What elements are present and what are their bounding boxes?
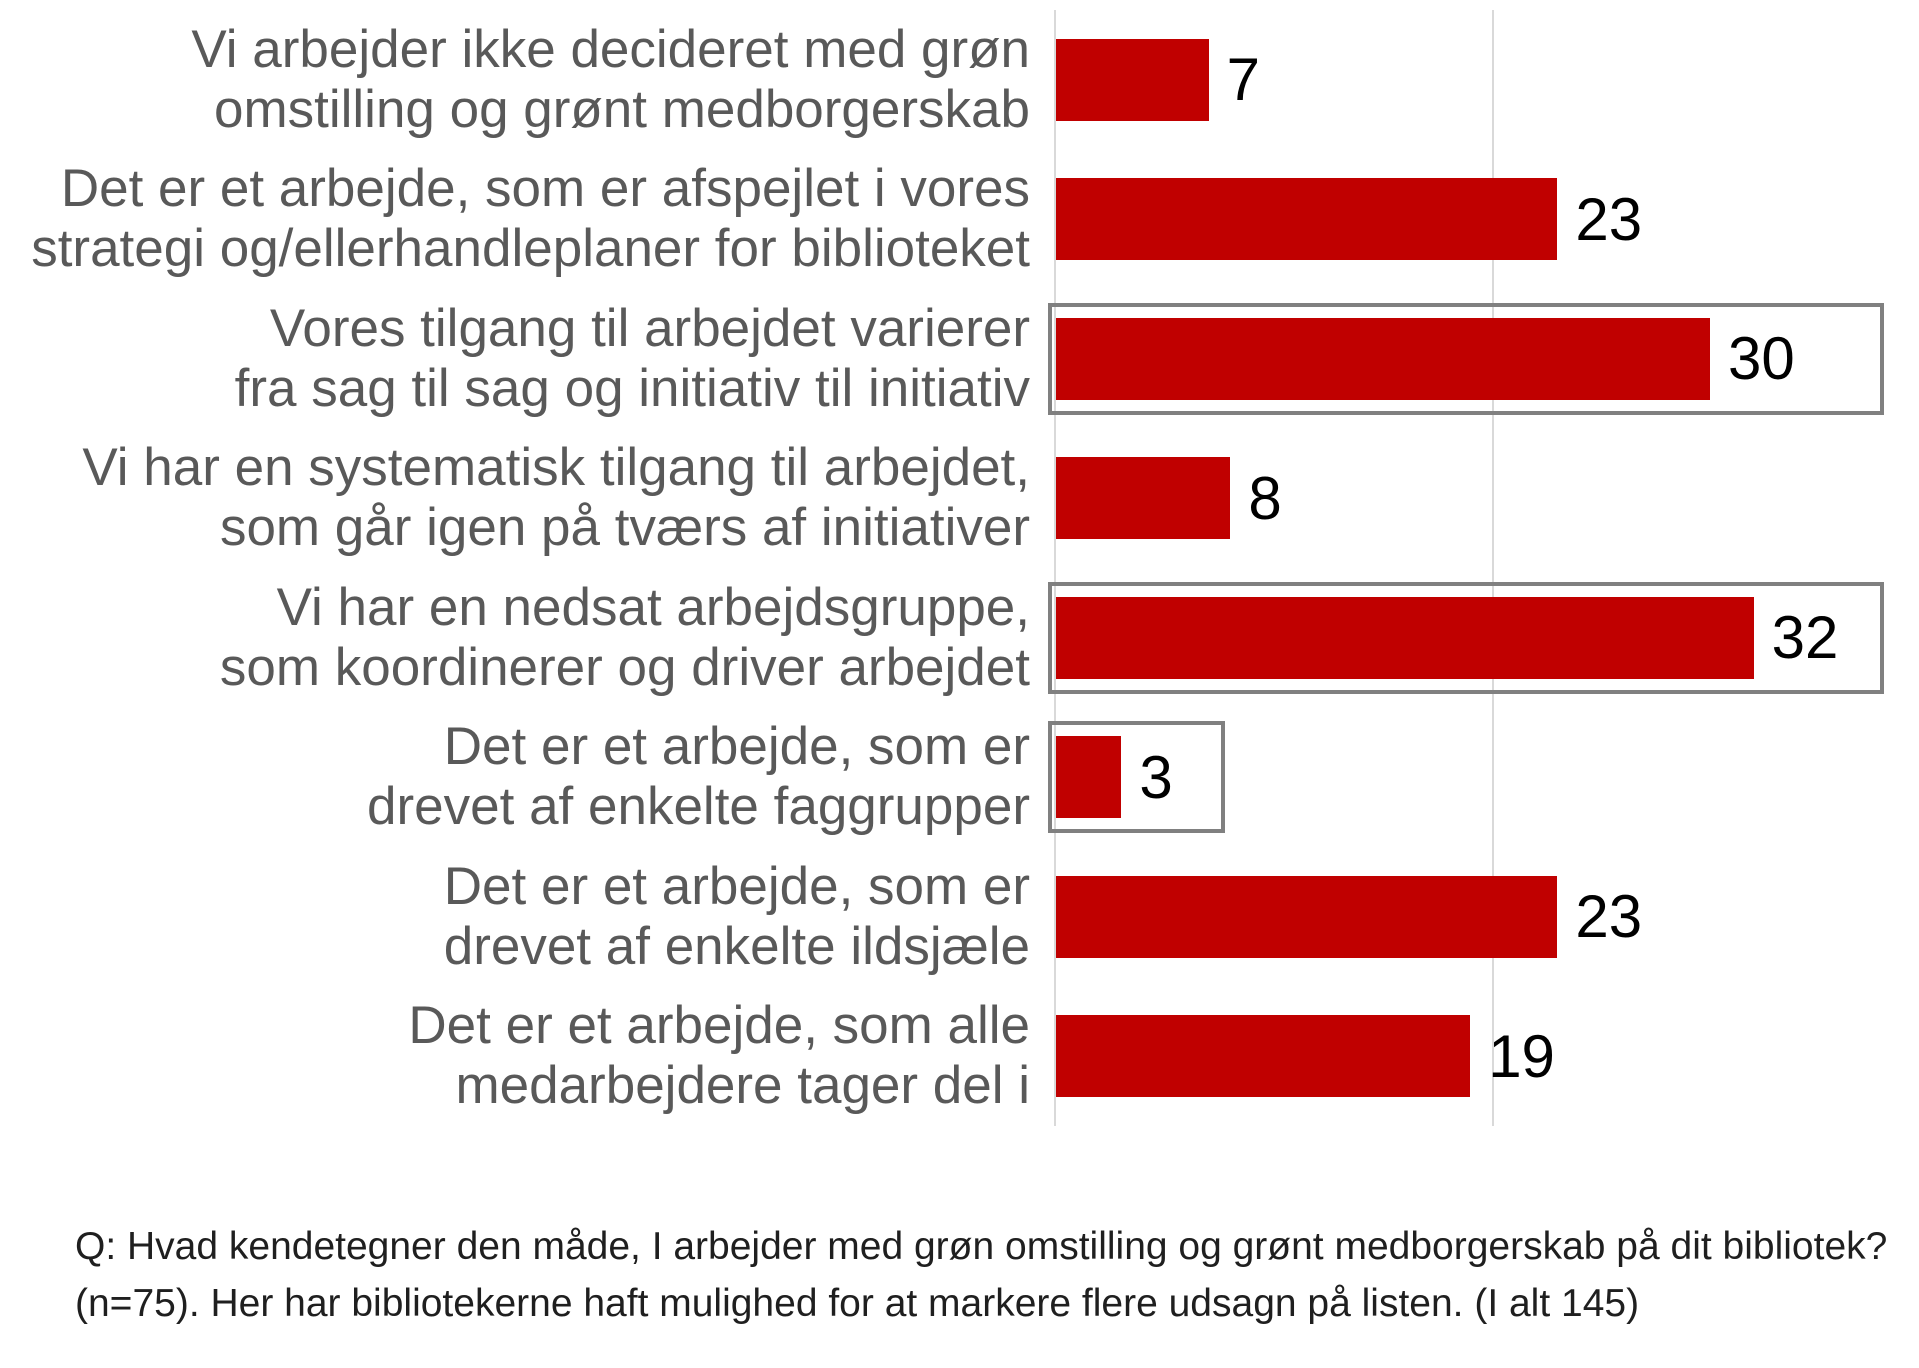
value-label: 32 xyxy=(1771,604,1839,672)
category-label-line: omstilling og grønt medborgerskab xyxy=(214,79,1030,139)
category-label: Det er et arbejde, som er drevet af enkel… xyxy=(0,857,1056,977)
category-label: Vi har en nedsat arbejdsgruppe, som koord… xyxy=(0,578,1056,698)
plot-cell: 8 xyxy=(1056,429,1919,569)
highlight-box xyxy=(1048,721,1225,833)
plot-cell: 23 xyxy=(1056,847,1919,987)
value-label: 7 xyxy=(1226,46,1260,114)
bar xyxy=(1056,596,1754,679)
category-label-line: Vores tilgang til arbejdet varierer xyxy=(269,298,1030,358)
bar xyxy=(1056,317,1710,400)
value-label: 30 xyxy=(1728,325,1795,393)
chart-row: Det er et arbejde, som er afspejlet i vo… xyxy=(0,150,1919,290)
bar-chart-figure: Vi arbejder ikke decideret med grøn omsti… xyxy=(0,10,1919,1368)
plot-cell: 23 xyxy=(1056,150,1919,290)
bar xyxy=(1056,1015,1471,1098)
bar xyxy=(1056,736,1122,819)
category-label-line: Det er et arbejde, som er xyxy=(443,717,1030,777)
category-label-line: Det er et arbejde, som er afspejlet i vo… xyxy=(60,159,1030,219)
category-label-line: drevet af enkelte ildsjæle xyxy=(443,916,1030,976)
category-label-line: Det er et arbejde, som alle xyxy=(408,996,1030,1056)
highlight-box xyxy=(1048,581,1885,694)
category-label: Vores tilgang til arbejdet varierer fra s… xyxy=(0,299,1056,419)
category-label-line: medarbejdere tager del i xyxy=(455,1056,1030,1116)
category-label: Vi arbejder ikke decideret med grøn omsti… xyxy=(0,20,1056,140)
category-label: Det er et arbejde, som er drevet af enkel… xyxy=(0,717,1056,837)
chart-row: Vi har en nedsat arbejdsgruppe, som koord… xyxy=(0,568,1919,708)
category-label-line: Det er et arbejde, som er xyxy=(443,856,1030,916)
plot-cell: 7 xyxy=(1056,10,1919,150)
value-label: 8 xyxy=(1248,464,1282,532)
axis-line xyxy=(1054,10,1056,1126)
plot-cell: 30 xyxy=(1056,289,1919,429)
footnote-line-1: Q: Hvad kendetegner den måde, I arbejder… xyxy=(75,1225,1888,1268)
bar xyxy=(1056,457,1231,540)
bar xyxy=(1056,38,1209,121)
category-label-line: fra sag til sag og initiativ til initiat… xyxy=(234,358,1030,418)
chart-plot-area: Vi arbejder ikke decideret med grøn omsti… xyxy=(0,10,1919,1126)
category-label-line: Vi har en nedsat arbejdsgruppe, xyxy=(276,577,1030,637)
footnote-line-2: (n=75). Her har bibliotekerne haft mulig… xyxy=(75,1282,1640,1325)
category-label-line: strategi og/ellerhandleplaner for biblio… xyxy=(31,219,1030,279)
category-label-line: som går igen på tværs af initiativer xyxy=(219,498,1030,558)
chart-row: Vores tilgang til arbejdet varierer fra s… xyxy=(0,289,1919,429)
plot-cell: 32 xyxy=(1056,568,1919,708)
plot-cell: 3 xyxy=(1056,708,1919,848)
plot-cell: 19 xyxy=(1056,987,1919,1127)
chart-row: Vi arbejder ikke decideret med grøn omsti… xyxy=(0,10,1919,150)
bar xyxy=(1056,875,1558,958)
chart-row: Vi har en systematisk tilgang til arbejd… xyxy=(0,429,1919,569)
category-label: Det er et arbejde, som alle medarbejdere … xyxy=(0,996,1056,1116)
highlight-box xyxy=(1048,302,1885,415)
footnote: Q: Hvad kendetegner den måde, I arbejder… xyxy=(75,1218,1919,1332)
chart-row: Det er et arbejde, som er drevet af enkel… xyxy=(0,847,1919,987)
gridline xyxy=(1492,10,1494,1126)
value-label: 3 xyxy=(1139,743,1173,811)
value-label: 23 xyxy=(1575,185,1643,253)
value-label: 23 xyxy=(1575,883,1643,951)
category-label-line: drevet af enkelte faggrupper xyxy=(367,777,1030,837)
category-label-line: som koordinerer og driver arbejdet xyxy=(219,637,1030,697)
category-label-line: Vi arbejder ikke decideret med grøn xyxy=(191,19,1030,79)
chart-row: Det er et arbejde, som er drevet af enkel… xyxy=(0,708,1919,848)
category-label-line: Vi har en systematisk tilgang til arbejd… xyxy=(82,438,1030,498)
value-label: 19 xyxy=(1488,1022,1555,1090)
category-label: Vi har en systematisk tilgang til arbejd… xyxy=(0,438,1056,558)
bar xyxy=(1056,178,1558,261)
chart-row: Det er et arbejde, som alle medarbejdere … xyxy=(0,987,1919,1127)
category-label: Det er et arbejde, som er afspejlet i vo… xyxy=(0,159,1056,279)
